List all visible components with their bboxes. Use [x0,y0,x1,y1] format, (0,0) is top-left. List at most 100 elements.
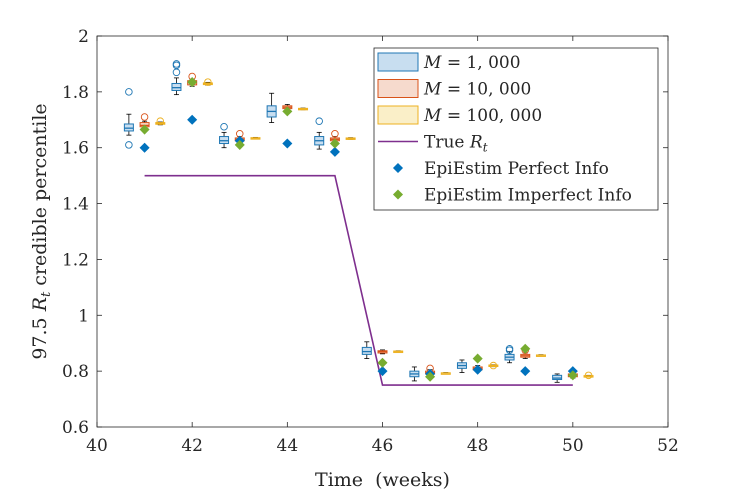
scatter-point [187,114,198,125]
box-3-3 [250,136,261,140]
box-series-1 [123,60,563,383]
scatter-point [472,353,483,364]
y-axis-label: 97.5 Rt credible percentile [29,103,54,359]
box-3-7 [440,372,451,375]
box-outlier [204,78,212,86]
x-tick-label: 52 [657,436,679,456]
legend-item-1: M = 1, 000 [377,52,521,73]
axes: 40 42 44 46 48 50 52 0.6 0.8 1 1.2 1.4 1.6 1.8 2 Time (… [29,27,679,491]
box-outlier [584,371,593,380]
text-span: M [423,53,442,73]
scatter-point [282,106,293,117]
box-3-8 [488,361,499,370]
box-iqr [123,123,134,132]
box-1-9 [504,345,515,364]
x-tick-label: 46 [372,436,394,456]
text-span: credible percentile [29,103,51,291]
true-rt-line [144,174,573,386]
legend-label: EpiEstim Perfect Info [424,159,609,179]
box-outlier [220,123,228,131]
y-tick-label: 1.2 [62,250,89,270]
scatter-series-2 [139,77,578,382]
box-outlier [505,346,514,354]
legend-label: True Rt [424,133,488,155]
text-span: = 10, 000 [441,80,531,100]
box-3-1 [155,117,166,126]
text-span: EpiEstim Imperfect Info [424,186,632,206]
box-iqr [361,346,372,355]
text-span: t [39,291,54,297]
box-1-7 [409,366,420,382]
scatter-point [472,364,483,375]
box-3-6 [393,350,404,354]
box-outlier [315,117,323,125]
box-3-9 [535,354,546,357]
scatter-point [567,370,578,381]
box-outlier [172,68,181,77]
legend-label: M = 10, 000 [423,80,531,100]
box-3-10 [583,371,594,380]
box-3-5 [345,137,356,140]
box-outlier [489,361,498,370]
legend-item-2: M = 10, 000 [377,79,531,100]
legend-item-6: EpiEstim Imperfect Info [392,186,632,206]
scatter-point [425,371,436,382]
scatter-point [377,366,388,377]
scatter-point [187,77,198,88]
legend-swatch-box [377,79,419,98]
box-outlier [125,141,133,149]
scatter-point [329,138,340,149]
box-outlier [140,113,149,121]
legend-item-3: M = 100, 000 [377,105,542,126]
scatter-point [329,146,340,157]
legend-label: EpiEstim Imperfect Info [424,186,632,206]
x-tick-label: 40 [86,436,108,456]
text-span: R [29,297,51,312]
box-1-8 [456,359,467,373]
legend-item-5: EpiEstim Perfect Info [392,159,609,179]
x-tick-label: 42 [181,436,203,456]
box-1-10 [552,373,563,383]
scatter-point [139,142,150,153]
y-tick-label: 1.6 [62,139,89,159]
legend-swatch-diamond [392,189,404,200]
text-span: 97.5 [29,311,51,359]
chart-marks [123,60,594,386]
box-iqr [552,374,563,381]
scatter-point [139,124,150,135]
legend-item-4: True Rt [378,133,488,155]
box-iqr [171,82,182,91]
legend-label: M = 1, 000 [423,53,521,73]
y-tick-label: 2 [78,27,89,47]
y-tick-label: 1.8 [62,83,89,103]
box-series-3 [155,78,594,380]
box-1-1 [123,88,134,149]
x-tick-label: 44 [277,436,299,456]
y-tick-label: 1.4 [62,195,89,215]
legend-swatch-diamond [392,162,404,174]
scatter-point [520,343,531,354]
box-3-4 [298,107,309,111]
text-span: M [423,106,442,126]
text-span: M [423,80,442,100]
box-outlier [125,88,133,96]
legend-box [373,47,659,211]
x-tick-label: 50 [562,436,584,456]
legend-swatch-box [377,105,419,125]
box-1-3 [219,123,230,149]
y-tick-label: 1 [78,306,89,326]
box-outlier [156,117,165,125]
text-span: R [469,133,483,153]
box-1-4 [266,92,277,123]
text-span: = 1, 000 [441,53,520,73]
box-3-2 [202,78,213,86]
text-span: = 100, 000 [441,106,542,126]
scatter-point [520,366,531,377]
y-axis-label-group: 97.5 Rt credible percentile [29,103,54,359]
scatter-point [377,357,388,368]
legend-label: M = 100, 000 [423,106,542,126]
x-axis-label: Time (weeks) [315,469,450,491]
